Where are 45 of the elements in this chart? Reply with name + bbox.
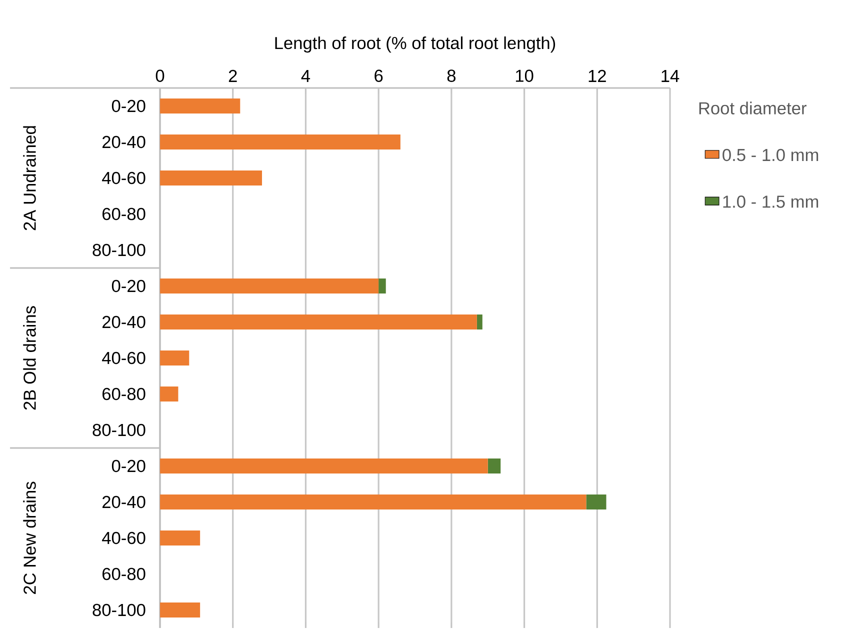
legend-label: 0.5 - 1.0 mm [722,148,818,162]
bar [160,98,240,114]
bar [160,494,586,510]
bar [160,170,262,186]
x-tick-label: 0 [156,70,164,82]
bar [586,494,606,510]
bar [378,278,386,294]
bar [160,314,477,330]
bar [476,314,482,330]
y-tick-label: 40-60 [102,172,146,184]
legend-title: Root diameter [699,102,806,114]
y-tick-label: 80-100 [92,424,146,436]
x-tick-label: 6 [374,70,383,82]
y-tick-label: 0-20 [112,280,146,292]
bar [160,134,400,150]
x-tick-label: 14 [662,70,680,82]
x-tick-label: 2 [228,70,237,82]
bar [160,530,200,546]
bar [160,386,178,402]
y-tick-label: 0-20 [112,100,146,112]
y-tick-label: 80-100 [92,604,146,616]
y-tick-label: 0-20 [112,460,146,472]
bar [160,458,488,474]
legend-label: 1.0 - 1.5 mm [723,196,818,208]
y-tick-label: 40-60 [102,352,146,364]
bar [160,350,190,366]
x-axis-title: Length of root (% of total root length) [275,36,556,53]
y-tick-label: 20-40 [102,316,146,328]
bar [488,458,501,474]
x-tick-label: 4 [301,70,310,82]
x-tick-label: 10 [516,70,534,82]
x-tick-label: 8 [447,70,456,82]
text: 2B Old drains [23,306,36,410]
y-tick-label: 60-80 [102,388,146,400]
bar [160,278,379,294]
y-tick-label: 20-40 [102,136,146,148]
y-tick-label: 60-80 [102,568,146,580]
text: 2A Undrained [23,126,36,230]
y-tick-label: 60-80 [102,208,146,220]
y-tick-label: 80-100 [92,244,146,256]
y-tick-label: 40-60 [102,532,146,544]
y-tick-label: 20-40 [102,496,146,508]
text: 2C New drains [23,482,36,594]
bar [160,602,200,618]
x-tick-label: 12 [588,70,606,82]
